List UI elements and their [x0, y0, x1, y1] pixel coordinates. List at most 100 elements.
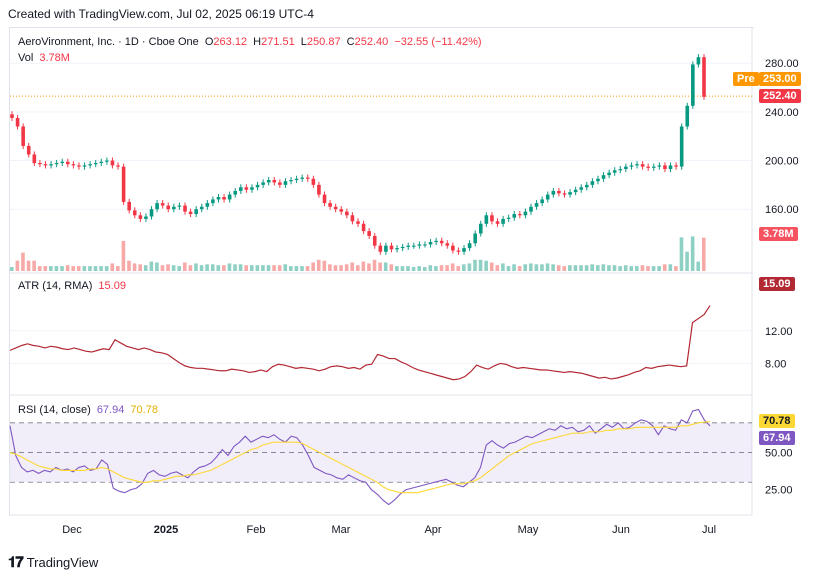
volume-bar	[473, 260, 477, 271]
volume-bar	[412, 267, 416, 271]
volume-bar	[211, 264, 215, 271]
candle-body	[317, 185, 321, 195]
volume-bar	[88, 266, 92, 271]
volume-bar	[300, 266, 304, 271]
volume-bar	[166, 264, 170, 271]
candle-body	[116, 165, 120, 166]
candle-body	[295, 179, 299, 180]
volume-bar	[362, 262, 366, 271]
volume-bar	[138, 264, 142, 271]
volume-bar	[540, 264, 544, 271]
volume-bar	[445, 265, 449, 271]
volume-bar	[574, 265, 578, 271]
candle-body	[540, 199, 544, 203]
candle-body	[429, 242, 433, 244]
volume-bar	[278, 265, 282, 271]
high-value: 271.51	[261, 36, 295, 48]
brand-label: TradingView	[27, 555, 99, 570]
volume-bar	[32, 261, 36, 271]
atr-tick-label: 12.00	[765, 326, 793, 338]
time-tick-label: Apr	[424, 524, 441, 536]
volume-bar	[568, 265, 572, 271]
volume-value: 3.78M	[39, 52, 70, 64]
volume-bar	[562, 266, 566, 271]
volume-bar	[200, 265, 204, 271]
candle-body	[652, 167, 656, 168]
candle-body	[585, 185, 589, 187]
candle-body	[127, 202, 131, 211]
volume-bar	[669, 264, 673, 271]
volume-bar	[161, 265, 165, 271]
candle-body	[55, 163, 59, 164]
premarket-price-tag: 253.00	[759, 72, 801, 86]
footer-brand[interactable]: 𝟏𝟕 TradingView	[8, 554, 98, 571]
candle-body	[373, 236, 377, 246]
volume-bar	[496, 265, 500, 271]
candle-body	[641, 164, 645, 166]
tradingview-logo-icon: 𝟏𝟕	[8, 554, 23, 571]
candle-body	[49, 164, 53, 165]
rsi-label: RSI (14, close)	[18, 404, 91, 416]
volume-bar	[646, 266, 650, 271]
candle-body	[267, 180, 271, 182]
candle-body	[685, 106, 689, 127]
rsi-tag: 67.94	[759, 431, 795, 445]
candle-body	[245, 187, 249, 189]
candle-body	[630, 165, 634, 166]
candle-body	[485, 215, 489, 224]
candle-body	[406, 246, 410, 247]
volume-bar	[685, 252, 689, 271]
candle-body	[222, 197, 226, 199]
candle-body	[345, 212, 349, 216]
candle-body	[306, 178, 310, 179]
volume-bar	[328, 264, 332, 271]
atr-value: 15.09	[98, 280, 126, 292]
volume-bar	[367, 263, 371, 271]
candle-body	[591, 181, 595, 185]
rsi-ma-tag: 70.78	[759, 414, 795, 428]
time-tick-label: 2025	[154, 524, 178, 536]
candle-body	[356, 221, 360, 223]
volume-bar	[635, 266, 639, 271]
volume-bar	[16, 261, 20, 271]
volume-bar	[579, 265, 583, 271]
volume-bar	[468, 263, 472, 271]
high-label: H	[253, 36, 261, 48]
candle-body	[150, 209, 154, 216]
candle-body	[401, 247, 405, 248]
candle-body	[680, 126, 684, 166]
candle-body	[66, 162, 70, 164]
volume-legend: Vol 3.78M	[18, 52, 73, 64]
rsi-tick-label: 25.00	[765, 485, 793, 497]
candle-body	[440, 241, 444, 243]
volume-bar	[334, 265, 338, 271]
close-label: C	[347, 36, 355, 48]
volume-bar	[652, 266, 656, 271]
volume-bar	[523, 264, 527, 271]
candle-body	[390, 246, 394, 250]
volume-bar	[479, 260, 483, 271]
volume-bar	[350, 263, 354, 272]
volume-bar	[323, 261, 327, 271]
volume-bar	[417, 266, 421, 271]
candle-body	[563, 193, 567, 194]
candle-body	[206, 203, 210, 207]
volume-bar	[529, 263, 533, 271]
volume-bar	[624, 265, 628, 271]
volume-bar	[189, 265, 193, 271]
candle-body	[144, 216, 148, 218]
volume-bar	[462, 264, 466, 271]
candle-body	[122, 167, 126, 202]
volume-bar	[155, 263, 159, 272]
rsi-value: 67.94	[97, 404, 125, 416]
time-tick-label: Dec	[62, 524, 82, 536]
candle-body	[278, 182, 282, 184]
candle-body	[552, 191, 556, 195]
candle-body	[663, 165, 667, 169]
candle-body	[529, 207, 533, 212]
candle-body	[250, 187, 254, 189]
candle-body	[105, 161, 109, 162]
candle-body	[166, 206, 170, 210]
volume-bar	[434, 266, 438, 271]
volume-bar	[356, 265, 360, 271]
